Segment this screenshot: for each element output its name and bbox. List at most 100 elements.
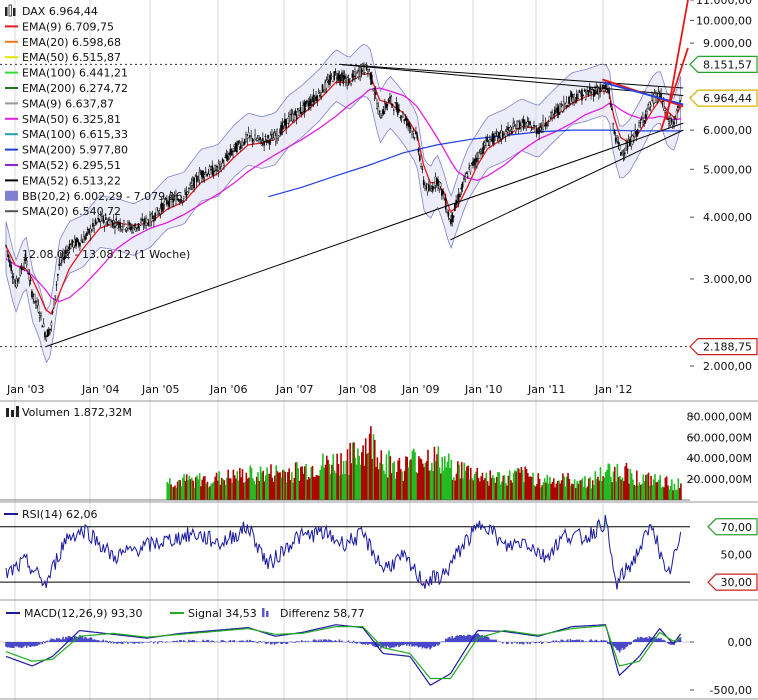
volume-bar — [210, 483, 213, 500]
volume-bar — [602, 476, 604, 500]
candle-body — [216, 166, 219, 168]
candle-body — [611, 107, 613, 111]
macd-histogram-bar — [402, 642, 404, 646]
macd-histogram-bar — [320, 639, 323, 642]
candle-body — [134, 227, 137, 232]
macd-histogram-bar — [150, 641, 153, 642]
candle-body — [151, 215, 154, 219]
candle-body — [228, 152, 230, 156]
volume-bar — [279, 472, 281, 500]
macd-histogram-bar — [662, 639, 665, 642]
volume-bar — [502, 475, 504, 500]
candle-body — [6, 250, 9, 252]
volume-bar — [207, 487, 210, 500]
macd-histogram-bar — [229, 639, 232, 642]
candle-body — [184, 190, 186, 192]
candle-body — [114, 225, 116, 228]
volume-bar — [581, 478, 584, 500]
candle-body — [377, 106, 380, 115]
candle-body — [308, 101, 311, 106]
macd-histogram-bar — [578, 639, 581, 642]
macd-histogram-bar — [643, 637, 646, 642]
candle-body — [36, 300, 38, 306]
candle-body — [664, 110, 666, 113]
volume-bar — [266, 467, 268, 500]
macd-histogram-bar — [18, 642, 20, 648]
volume-bar — [363, 465, 366, 500]
macd-histogram-bar — [76, 636, 79, 642]
macd-histogram-bar — [383, 642, 386, 647]
candle-body — [508, 127, 511, 131]
macd-histogram-bar — [657, 637, 660, 642]
volume-bar — [237, 480, 240, 500]
candle-body — [5, 245, 7, 247]
macd-histogram-bar — [577, 640, 579, 642]
candle-body — [521, 118, 524, 121]
macd-histogram-bar — [112, 642, 115, 644]
candle-body — [623, 152, 626, 155]
candle-body — [203, 174, 206, 178]
volume-bar — [637, 485, 639, 500]
volume-bar — [271, 477, 274, 500]
macd-histogram-bar — [83, 638, 85, 642]
macd-histogram-bar — [444, 638, 447, 642]
candle-body — [465, 172, 468, 174]
volume-bar — [642, 474, 645, 500]
candle-body — [181, 200, 184, 203]
macd-histogram-bar — [334, 640, 337, 642]
candle-body — [111, 220, 114, 227]
candle-body — [284, 119, 286, 126]
volume-bar — [663, 487, 665, 500]
candle-body — [448, 219, 451, 222]
candle-body — [176, 198, 179, 200]
macd-histogram-bar — [465, 636, 468, 642]
candle-body — [89, 228, 92, 235]
macd-histogram-bar — [474, 634, 477, 642]
macd-histogram-bar — [634, 639, 636, 642]
volume-bar — [294, 462, 297, 500]
candle-body — [129, 227, 132, 231]
macd-histogram-bar — [58, 638, 60, 642]
macd-histogram-bar — [368, 642, 371, 644]
candle-body — [421, 168, 424, 170]
candle-body — [355, 73, 358, 79]
candle-body — [638, 122, 640, 126]
volume-bar — [528, 476, 530, 500]
candle-body — [561, 105, 564, 112]
volume-bar — [624, 466, 626, 500]
candle-body — [254, 134, 256, 140]
candle-body — [596, 89, 599, 94]
candle-body — [295, 114, 298, 120]
macd-histogram-bar — [660, 638, 662, 642]
candle-body — [444, 198, 447, 210]
volume-bar — [396, 471, 398, 500]
macd-histogram-bar — [441, 641, 443, 642]
candle-body — [131, 226, 133, 229]
volume-bar — [255, 476, 258, 500]
macd-histogram-bar — [430, 642, 433, 648]
macd-histogram-bar — [479, 635, 482, 642]
legend-item: SMA(52) 6.295,51 — [22, 159, 121, 172]
macd-histogram-bar — [420, 642, 422, 647]
volume-bar — [244, 481, 246, 500]
macd-histogram-bar — [437, 642, 439, 646]
macd-histogram-bar — [677, 639, 679, 642]
volume-bar — [462, 478, 464, 500]
macd-histogram-bar — [421, 642, 424, 649]
volume-bar — [402, 480, 405, 500]
candle-body — [659, 96, 661, 98]
macd-histogram-bar — [256, 642, 259, 644]
x-tick-label: Jan '03 — [6, 383, 44, 396]
volume-bar — [268, 473, 271, 500]
macd-histogram-bar — [356, 642, 359, 644]
macd-histogram-bar — [548, 642, 551, 643]
volume-bar — [521, 470, 524, 500]
legend-item: EMA(50) 6.515,87 — [22, 51, 121, 64]
candle-body — [242, 143, 245, 145]
volume-bar — [517, 468, 520, 500]
macd-histogram-bar — [443, 641, 446, 642]
candle-body — [454, 203, 456, 212]
candle-body — [583, 89, 586, 92]
macd-histogram-bar — [408, 642, 411, 647]
candle-body — [553, 109, 556, 115]
